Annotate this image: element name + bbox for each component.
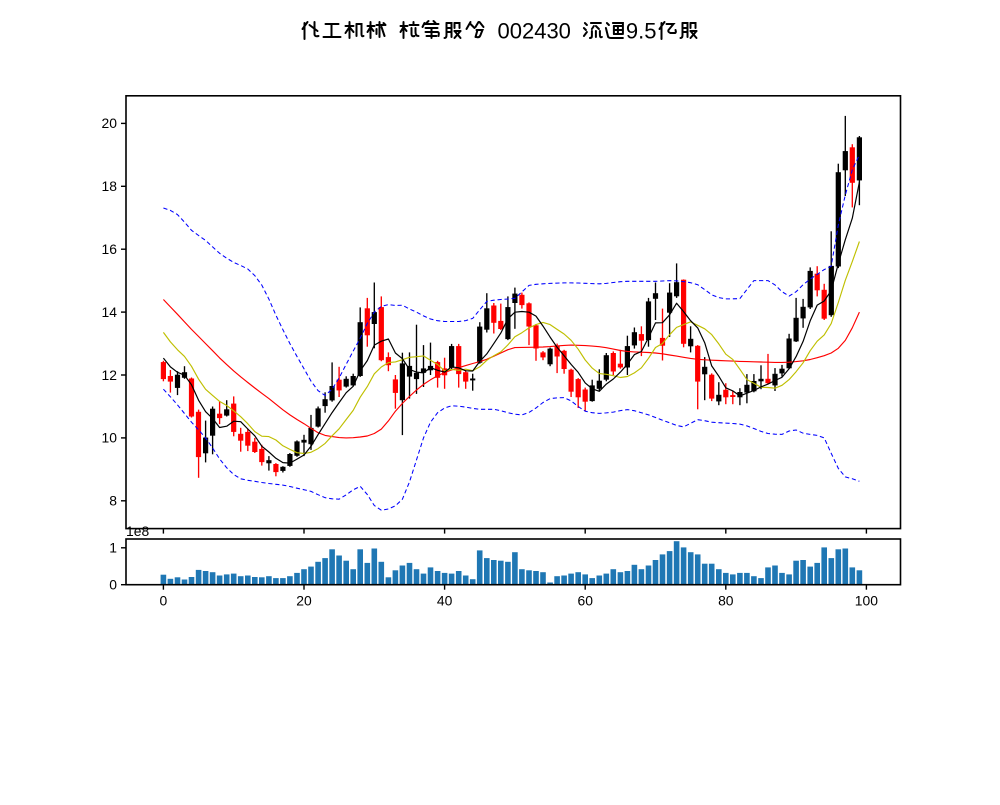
svg-text:002430: 002430 <box>498 19 571 44</box>
svg-text:1e8: 1e8 <box>126 523 149 539</box>
svg-text:60: 60 <box>577 593 593 609</box>
svg-text:0: 0 <box>109 577 117 593</box>
svg-text:18: 18 <box>102 178 118 194</box>
svg-text:8: 8 <box>109 493 117 509</box>
svg-text:12: 12 <box>102 367 118 383</box>
svg-text:10: 10 <box>102 430 118 446</box>
svg-text:9.5: 9.5 <box>626 19 657 44</box>
svg-text:0: 0 <box>160 593 168 609</box>
svg-text:40: 40 <box>437 593 453 609</box>
svg-text:20: 20 <box>102 115 118 131</box>
svg-text:14: 14 <box>102 304 118 320</box>
svg-text:16: 16 <box>102 241 118 257</box>
svg-text:1: 1 <box>109 540 117 556</box>
svg-text:20: 20 <box>296 593 312 609</box>
svg-text:80: 80 <box>718 593 734 609</box>
svg-text:100: 100 <box>855 593 878 609</box>
